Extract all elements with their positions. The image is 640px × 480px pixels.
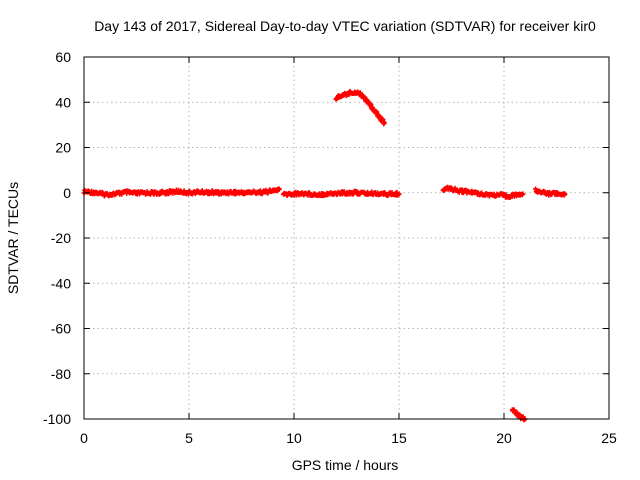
y-tick-label: 60: [55, 49, 71, 65]
series-segment-21.5-22.9h: [533, 186, 568, 198]
x-tick-label: 10: [286, 430, 302, 446]
y-tick-label: -60: [51, 321, 71, 337]
x-tick-label: 25: [601, 430, 617, 446]
chart-title: Day 143 of 2017, Sidereal Day-to-day VTE…: [94, 18, 596, 34]
y-tick-label: 40: [55, 94, 71, 110]
y-tick-label: -80: [51, 366, 71, 382]
series-main-0-9.3h: [81, 186, 282, 199]
x-tick-label: 15: [391, 430, 407, 446]
x-tick-label: 5: [185, 430, 193, 446]
y-tick-label: -100: [43, 411, 71, 427]
series-drop-20.4-21h: [509, 407, 528, 423]
y-axis-label: SDTVAR / TECUs: [5, 182, 21, 294]
x-axis-label: GPS time / hours: [292, 457, 399, 473]
grid-lines: [84, 57, 609, 419]
x-tick-label: 0: [80, 430, 88, 446]
series-main-9.5-15h: [281, 188, 402, 199]
data-markers: [81, 186, 282, 199]
y-tick-label: -20: [51, 230, 71, 246]
data-markers: [509, 407, 528, 423]
data-markers: [333, 88, 387, 127]
data-markers: [281, 188, 402, 199]
data-markers: [533, 186, 568, 198]
series-segment-17-20.9h: [440, 184, 526, 200]
y-tick-label: 20: [55, 140, 71, 156]
axis-ticks: 0 5 10 15 20 25 -100 -80 -60 -40 -20 0 20 40 60: [43, 49, 617, 446]
series-arc-12-14.3h: [333, 88, 387, 127]
x-tick-label: 20: [496, 430, 512, 446]
y-tick-label: -40: [51, 275, 71, 291]
y-tick-label: 0: [63, 185, 71, 201]
data-points: [81, 88, 568, 423]
data-markers: [440, 184, 526, 200]
